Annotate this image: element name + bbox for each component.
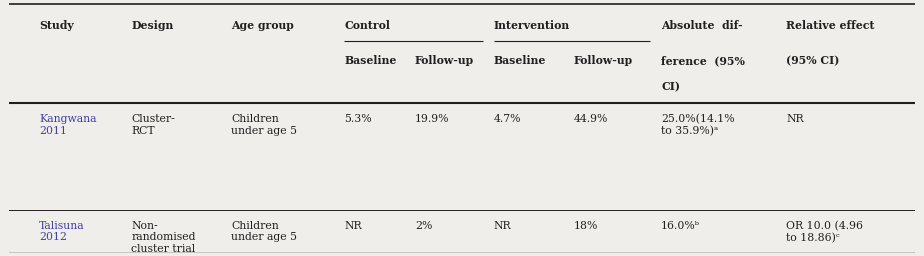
- Text: OR 10.0 (4.96
to 18.86)ᶜ: OR 10.0 (4.96 to 18.86)ᶜ: [786, 221, 863, 243]
- Text: Intervention: Intervention: [493, 20, 570, 31]
- Text: Kangwana
2011: Kangwana 2011: [39, 114, 97, 136]
- Text: Age group: Age group: [231, 20, 294, 31]
- Text: Design: Design: [131, 20, 174, 31]
- Text: Children
under age 5: Children under age 5: [231, 114, 298, 136]
- Text: Absolute  dif-: Absolute dif-: [662, 20, 743, 31]
- Text: NR: NR: [786, 114, 804, 124]
- Text: 19.9%: 19.9%: [415, 114, 449, 124]
- Text: 16.0%ᵇ: 16.0%ᵇ: [662, 221, 700, 231]
- Text: Cluster-
RCT: Cluster- RCT: [131, 114, 176, 136]
- Text: Relative effect: Relative effect: [786, 20, 875, 31]
- Text: NR: NR: [345, 221, 362, 231]
- Text: CI): CI): [662, 82, 680, 93]
- Text: Children
under age 5: Children under age 5: [231, 221, 298, 242]
- Text: Study: Study: [39, 20, 74, 31]
- Text: 2%: 2%: [415, 221, 432, 231]
- Text: 44.9%: 44.9%: [574, 114, 608, 124]
- Text: Baseline: Baseline: [345, 55, 396, 66]
- Text: 18%: 18%: [574, 221, 598, 231]
- Text: Baseline: Baseline: [493, 55, 546, 66]
- Text: Follow-up: Follow-up: [415, 55, 474, 66]
- Text: Follow-up: Follow-up: [574, 55, 633, 66]
- Text: Talisuna
2012: Talisuna 2012: [39, 221, 85, 242]
- Text: 4.7%: 4.7%: [493, 114, 521, 124]
- Text: 25.0%(14.1%
to 35.9%)ᵃ: 25.0%(14.1% to 35.9%)ᵃ: [662, 114, 735, 136]
- Text: (95% CI): (95% CI): [786, 55, 840, 66]
- Text: ference  (95%: ference (95%: [662, 55, 745, 66]
- Text: Non-
randomised
cluster trial: Non- randomised cluster trial: [131, 221, 196, 254]
- Text: 5.3%: 5.3%: [345, 114, 371, 124]
- Text: Control: Control: [345, 20, 390, 31]
- Text: NR: NR: [493, 221, 511, 231]
